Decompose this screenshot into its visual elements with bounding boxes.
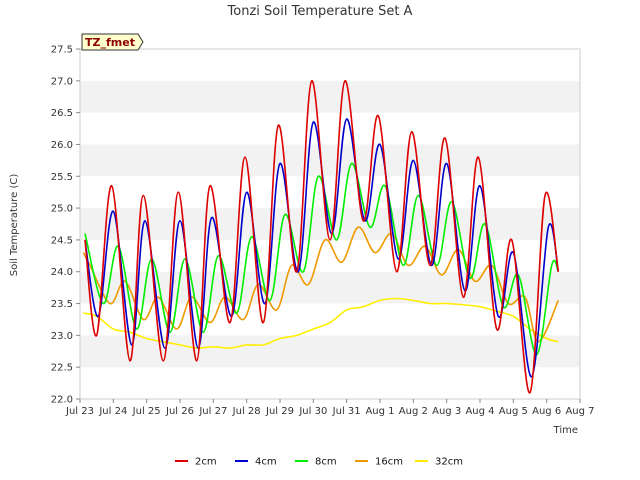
y-tick-label: 25.0	[51, 204, 73, 215]
legend-label-8cm: 8cm	[315, 457, 337, 468]
grid-band	[80, 176, 580, 209]
legend-label-16cm: 16cm	[375, 457, 403, 468]
x-tick-label: Aug 4	[465, 406, 494, 417]
grid-band	[80, 239, 580, 272]
x-tick-label: Jul 31	[332, 406, 361, 417]
x-tick-label: Jul 27	[198, 406, 227, 417]
y-tick-label: 25.5	[51, 172, 73, 183]
grid-band	[80, 80, 580, 113]
x-tick-label: Aug 5	[499, 406, 528, 417]
grid-band	[80, 335, 580, 368]
y-tick-label: 22.5	[51, 363, 73, 374]
grid-band	[80, 49, 580, 81]
series-line-4cm	[84, 118, 560, 378]
x-tick-label: Aug 3	[432, 406, 461, 417]
grid-band	[80, 144, 580, 177]
x-tick-label: Jul 24	[98, 406, 127, 417]
y-tick-label: 23.0	[51, 331, 73, 342]
x-tick-label: Jul 25	[132, 406, 161, 417]
x-axis: Jul 23 Jul 24 Jul 25 Jul 26 Jul 27 Jul 28 Jul …	[65, 399, 595, 417]
y-tick-label: 26.0	[51, 140, 73, 151]
x-tick-label: Jul 30	[298, 406, 327, 417]
y-tick-label: 26.5	[51, 108, 73, 119]
y-tick-label: 23.5	[51, 299, 73, 310]
x-tick-label: Aug 1	[365, 406, 394, 417]
y-axis-label: Soil Temperature (C)	[9, 174, 20, 277]
series-lines	[82, 79, 560, 394]
y-tick-label: 27.0	[51, 76, 73, 87]
x-tick-label: Aug 6	[532, 406, 561, 417]
y-tick-label: 22.0	[51, 395, 73, 406]
grid-band	[80, 367, 580, 399]
x-tick-label: Jul 29	[265, 406, 294, 417]
legend-label-4cm: 4cm	[255, 457, 277, 468]
station-badge: TZ_fmet	[81, 33, 144, 51]
x-tick-label: Jul 28	[232, 406, 261, 417]
badge-shape	[81, 33, 144, 51]
chart-title: Tonzi Soil Temperature Set A	[227, 4, 413, 19]
x-tick-label: Aug 7	[565, 406, 594, 417]
y-axis: 22.0 22.5 23.0 23.5 24.0 24.5 25.0 25.5 26.0 26.5…	[51, 45, 80, 406]
grid-band	[80, 208, 580, 240]
x-tick-label: Jul 26	[165, 406, 194, 417]
y-tick-label: 24.5	[51, 235, 73, 246]
x-axis-label: Time	[553, 425, 578, 436]
series-line-2cm	[84, 79, 560, 394]
legend-label-32cm: 32cm	[435, 457, 463, 468]
badge-label: TZ_fmet	[85, 36, 135, 49]
grid-bands	[80, 49, 580, 399]
y-tick-label: 24.0	[51, 267, 73, 278]
x-tick-label: Jul 23	[65, 406, 94, 417]
y-tick-label: 27.5	[51, 45, 73, 56]
grid-band	[80, 112, 580, 145]
legend-label-2cm: 2cm	[195, 457, 217, 468]
x-tick-label: Aug 2	[399, 406, 428, 417]
plot-area	[79, 48, 581, 400]
legend: 2cm 4cm 8cm 16cm 32cm	[175, 457, 463, 468]
